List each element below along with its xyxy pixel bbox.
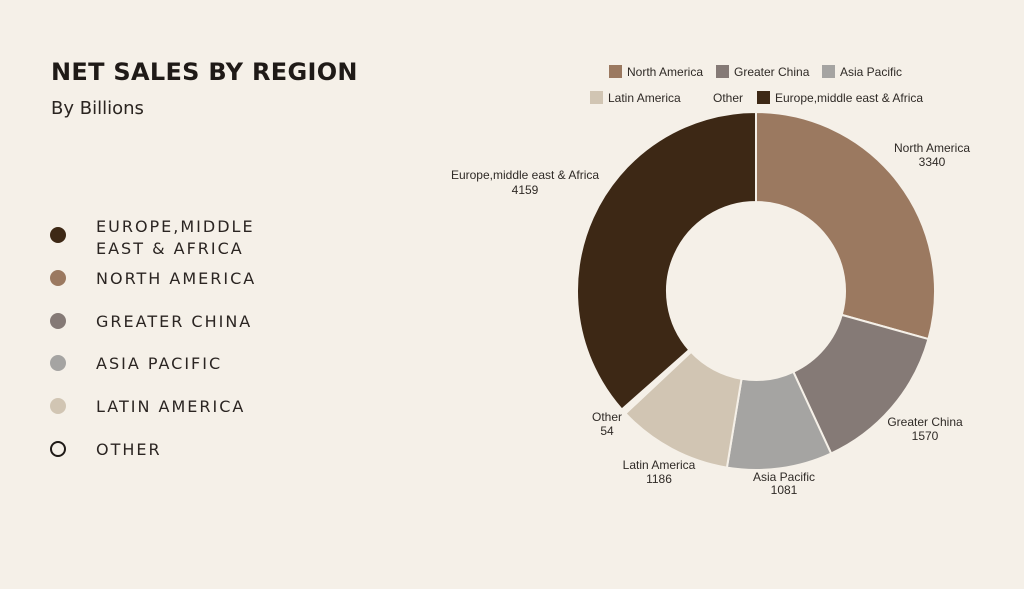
data-label-category: Latin America xyxy=(623,458,696,472)
legend-label: Europe,middle east & Africa xyxy=(775,91,923,105)
legend-item-north-america: North America xyxy=(609,65,703,79)
side-legend-label: LATIN AMERICA xyxy=(96,397,246,416)
side-legend-item-other: OTHER xyxy=(50,439,296,461)
side-legend-label: NORTH AMERICA xyxy=(96,269,257,288)
emea-dot-icon xyxy=(50,227,66,243)
latin-america-dot-icon xyxy=(50,398,66,414)
legend-swatch xyxy=(716,65,729,78)
data-label-category: North America xyxy=(894,141,970,155)
asia-pacific-dot-icon xyxy=(50,355,66,371)
other-dot-icon xyxy=(50,441,66,457)
legend-label: North America xyxy=(627,65,703,79)
side-legend-label: EUROPE,MIDDLE EAST & AFRICA xyxy=(96,217,255,258)
legend-item-other: Other xyxy=(713,91,743,105)
data-label-category: Greater China xyxy=(887,415,963,429)
legend-item-greater-china: Greater China xyxy=(716,65,810,79)
data-label-value: 3340 xyxy=(919,155,946,169)
data-label-value: 1081 xyxy=(771,483,798,497)
legend-label: Latin America xyxy=(608,91,681,105)
slice-north-america xyxy=(755,110,936,341)
legend-label: Asia Pacific xyxy=(840,65,902,79)
side-legend-item-greater-china: GREATER CHINA xyxy=(50,311,296,333)
side-legend-item-asia-pacific: ASIA PACIFIC xyxy=(50,353,296,375)
data-label-category: Other xyxy=(592,410,622,424)
side-legend-item-emea: EUROPE,MIDDLE EAST & AFRICA xyxy=(50,216,296,260)
side-legend-item-north-america: NORTH AMERICA xyxy=(50,268,296,290)
page-subtitle: By Billions xyxy=(51,98,144,119)
legend-label: Other xyxy=(713,91,743,105)
legend-item-asia-pacific: Asia Pacific xyxy=(822,65,902,79)
legend-swatch xyxy=(590,91,603,104)
greater-china-dot-icon xyxy=(50,313,66,329)
data-label-value: 1186 xyxy=(646,472,672,486)
legend-swatch xyxy=(822,65,835,78)
data-label-category: Europe,middle east & Africa xyxy=(451,168,599,182)
legend-item-emea: Europe,middle east & Africa xyxy=(757,91,923,105)
page-title: NET SALES BY REGION xyxy=(51,58,358,86)
data-label-value: 4159 xyxy=(512,183,539,197)
slice-emea xyxy=(576,110,757,411)
data-label-category: Asia Pacific xyxy=(753,470,815,484)
data-label-value: 1570 xyxy=(912,429,939,443)
legend-swatch xyxy=(609,65,622,78)
legend-label: Greater China xyxy=(734,65,810,79)
side-legend-label: GREATER CHINA xyxy=(96,312,253,331)
side-legend-label: ASIA PACIFIC xyxy=(96,354,223,373)
data-label-value: 54 xyxy=(600,424,614,438)
legend-item-latin-america: Latin America xyxy=(590,91,681,105)
side-legend-label: OTHER xyxy=(96,440,162,459)
side-legend: EUROPE,MIDDLE EAST & AFRICA NORTH AMERIC… xyxy=(50,0,370,585)
legend-swatch xyxy=(757,91,770,104)
north-america-dot-icon xyxy=(50,270,66,286)
side-legend-item-latin-america: LATIN AMERICA xyxy=(50,396,296,418)
